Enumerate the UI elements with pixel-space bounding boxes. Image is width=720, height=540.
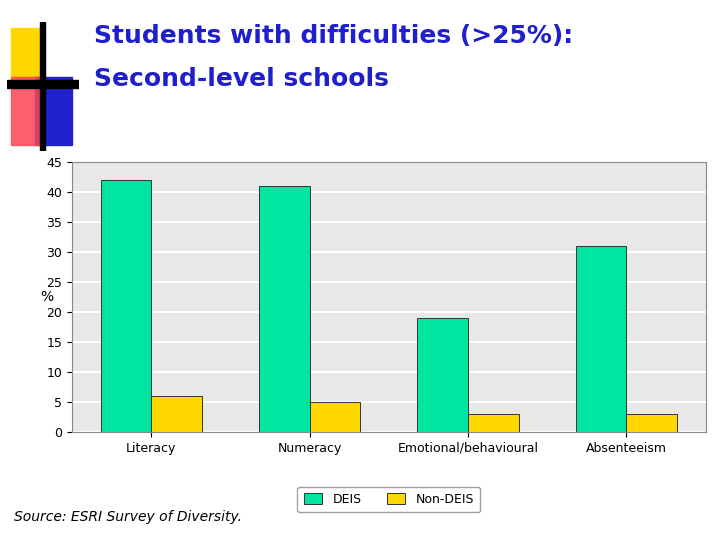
Bar [11, 28, 41, 84]
Text: Second-level schools: Second-level schools [94, 68, 389, 91]
Bar [11, 77, 41, 145]
Bar [7, 80, 79, 87]
Text: Source: ESRI Survey of Diversity.: Source: ESRI Survey of Diversity. [14, 510, 243, 524]
Bar [35, 77, 72, 145]
Y-axis label: %: % [40, 290, 53, 304]
Bar [418, 318, 468, 432]
Bar [151, 396, 202, 432]
Bar [259, 186, 310, 432]
Bar [575, 246, 626, 432]
Bar [40, 22, 45, 151]
Legend: DEIS, Non-DEIS: DEIS, Non-DEIS [297, 487, 480, 512]
Text: Students with difficulties (>25%):: Students with difficulties (>25%): [94, 24, 572, 48]
Bar [310, 402, 360, 432]
Bar [468, 414, 518, 432]
Bar [101, 180, 151, 432]
Bar [626, 414, 677, 432]
